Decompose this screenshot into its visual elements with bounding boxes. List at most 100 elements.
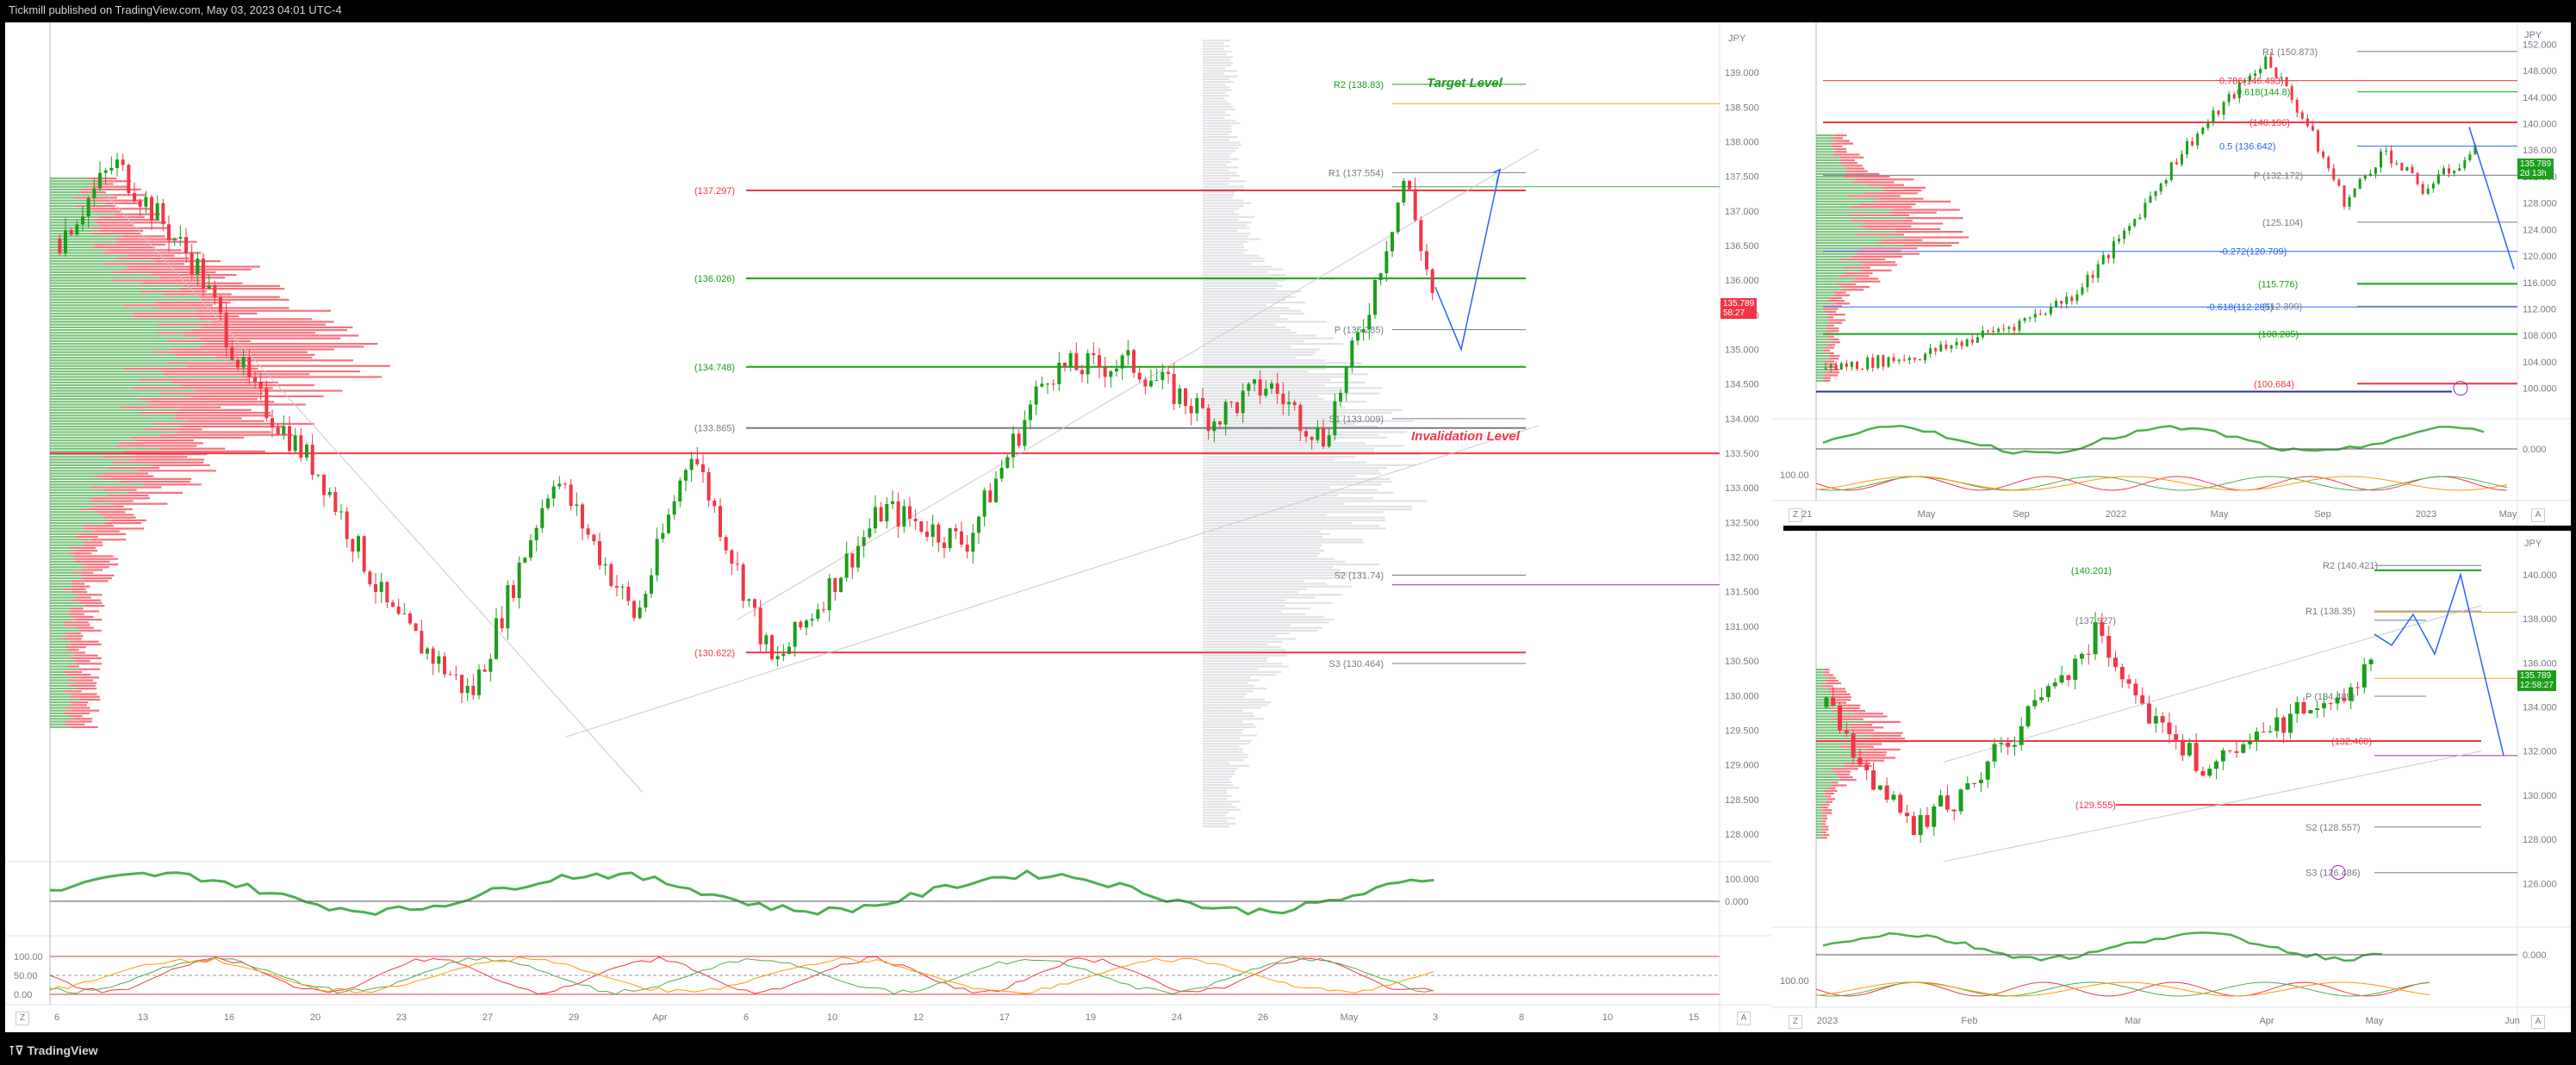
left-volume-profile-red [119, 442, 203, 445]
right-volume-profile-gray-red [1257, 544, 1322, 546]
right-volume-profile-gray-red [1242, 599, 1286, 601]
right-volume-profile-gray-red [1270, 516, 1385, 519]
vprofile-1d-red [1834, 699, 1851, 701]
ohlc-1d-candle [2335, 697, 2340, 704]
ohlc-4h-candle [431, 648, 435, 664]
ohlc-4h-candle [919, 521, 924, 532]
level-label-1w: (108.205) [2258, 330, 2299, 340]
vprofile-1w-red [1825, 374, 1839, 377]
ohlc-4h-candle [276, 427, 280, 435]
ohlc-4h-candle [936, 524, 941, 543]
right-volume-profile-gray-red [1216, 130, 1232, 133]
right-volume-profile-gray-green [1203, 205, 1218, 208]
chart-1d-panel[interactable]: USDJPY, 1D U.S. Dollar / Japanese Yen JP… [1771, 531, 2571, 1032]
chart-1w-panel[interactable]: USDJPY, 1W U.S. Dollar / Japanese Yen JP… [1771, 22, 2571, 526]
ohlc-1w-candle [1845, 363, 1848, 367]
ohlc-4h-candle [592, 534, 596, 541]
chart-4h-canvas[interactable]: JPY139.000138.500138.000137.500137.00013… [5, 22, 1783, 1032]
left-volume-profile-red [103, 252, 202, 254]
chart-4h-panel[interactable]: USDJPY, 4h U.S. Dollar / Japanese Yen JP… [5, 22, 1783, 1032]
left-volume-profile-green [50, 610, 71, 613]
left-volume-profile-green [50, 199, 90, 202]
vprofile-1w-green [1816, 341, 1832, 344]
right-volume-profile-gray-green [1203, 89, 1216, 91]
right-volume-profile-gray-green [1203, 564, 1301, 566]
ohlc-4h-candle [954, 528, 958, 532]
ohlc-4h-candle [322, 474, 326, 495]
price-tag-value: 135.789 [1723, 299, 1755, 308]
right-volume-profile-gray-green [1203, 304, 1233, 307]
trend-channel [108, 196, 644, 794]
right-volume-profile-gray-red [1223, 707, 1261, 709]
ohlc-1d-candle [2287, 713, 2293, 733]
right-volume-profile-gray-red [1256, 334, 1317, 337]
left-volume-profile-red [100, 514, 134, 516]
right-volume-profile-gray-red [1236, 323, 1276, 326]
right-volume-profile-gray-green [1203, 84, 1217, 86]
chart-1d-canvas[interactable]: JPY140.000138.000136.000134.000132.00013… [1771, 531, 2571, 1032]
left-volume-profile-green [50, 491, 129, 494]
left-volume-profile-green [50, 362, 167, 364]
vprofile-1w-green [1816, 377, 1823, 379]
ohlc-1w-candle [2081, 287, 2084, 295]
vprofile-1w-green [1816, 186, 1882, 189]
vprofile-1w-red [1826, 300, 1845, 302]
ohlc-4h-candle [482, 670, 487, 672]
tv-logo-icon: ⊺⊽ [9, 1043, 28, 1057]
projection-arrow [1434, 169, 1501, 352]
auto-scale-button[interactable]: A [1737, 1012, 1751, 1025]
level-label-1d: R2 (140.421) [2323, 561, 2378, 571]
right-volume-profile-gray-green [1203, 141, 1227, 144]
vprofile-1w-red [1825, 305, 1843, 308]
left-volume-profile-red [71, 580, 109, 582]
right-volume-profile-gray-green [1203, 282, 1251, 284]
vprofile-1d-red [1826, 800, 1833, 803]
ohlc-1w-candle [2322, 151, 2325, 158]
ohlc-4h-candle [971, 532, 975, 552]
ohlc-1d-candle [2193, 743, 2199, 771]
right-volume-profile-gray-green [1203, 798, 1216, 800]
ohlc-4h-candle [121, 159, 125, 165]
right-volume-profile-gray-red [1229, 288, 1276, 290]
ohlc-1w-candle [2285, 77, 2288, 87]
vprofile-1d-green [1816, 770, 1834, 773]
right-volume-profile-gray-red [1240, 663, 1283, 665]
right-volume-profile-gray-red [1227, 748, 1244, 750]
level-label-1d: R1 (138.35) [2305, 607, 2355, 617]
right-volume-profile-gray-green [1203, 643, 1235, 645]
tradingview-logo[interactable]: ⊺⊽ TradingView [9, 1043, 98, 1058]
right-volume-profile-gray-green [1203, 298, 1243, 301]
vprofile-1w-red [1835, 134, 1847, 137]
timezone-button-1d[interactable]: Z [1789, 1015, 1802, 1029]
right-volume-profile-gray-red [1304, 541, 1364, 544]
ohlc-4h-candle [891, 501, 894, 504]
timezone-button-1w[interactable]: Z [1789, 508, 1802, 522]
chart-1w-canvas[interactable]: JPY152.000148.000144.000140.000136.00013… [1771, 22, 2571, 526]
left-volume-profile-green [50, 654, 75, 657]
right-volume-profile-gray-red [1221, 221, 1252, 224]
ohlc-4h-candle [202, 258, 205, 289]
auto-scale-button-1d[interactable]: A [2531, 1015, 2545, 1029]
ohlc-1w-candle [2468, 154, 2472, 160]
left-volume-profile-red [132, 312, 258, 315]
right-volume-profile-gray-red [1212, 111, 1226, 114]
ohlc-1d-candle [1911, 816, 1916, 836]
left-volume-profile-red [115, 445, 197, 447]
ohlc-1w-candle [2232, 94, 2236, 99]
right-volume-profile-gray-green [1203, 491, 1276, 494]
ohlc-4h-candle [862, 537, 866, 546]
timezone-button[interactable]: Z [16, 1012, 29, 1025]
pivot-label: R1 (137.554) [1328, 168, 1384, 178]
vprofile-1w-red [1893, 209, 1960, 211]
auto-scale-button-1w[interactable]: A [2531, 508, 2545, 522]
right-volume-profile-gray-red [1220, 119, 1235, 121]
ohlc-4h-candle [230, 347, 234, 360]
ohlc-4h-candle [1109, 371, 1113, 377]
vprofile-1d-green [1816, 817, 1823, 819]
ohlc-4h-candle [241, 357, 246, 368]
left-volume-profile-green [50, 646, 65, 649]
right-volume-profile-gray-red [1233, 701, 1272, 704]
right-volume-profile-gray-green [1203, 288, 1230, 290]
y-tick-label-1d: 138.000 [2523, 614, 2557, 625]
left-volume-profile-green [50, 574, 81, 576]
